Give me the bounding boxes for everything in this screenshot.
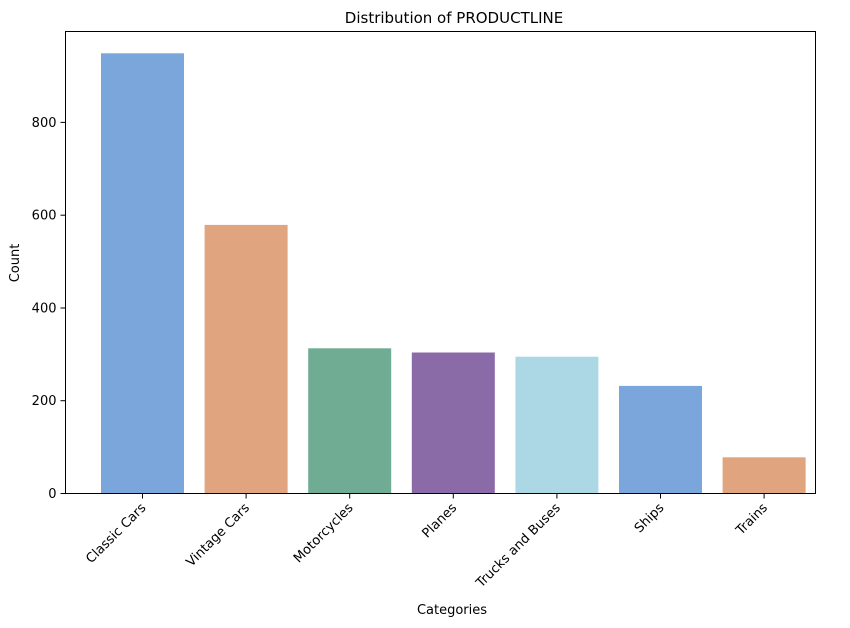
y-tick-label: 200 bbox=[32, 394, 57, 409]
x-axis-label: Categories bbox=[417, 603, 487, 618]
y-tick-label: 600 bbox=[32, 209, 57, 224]
y-tick-label: 400 bbox=[32, 302, 57, 317]
y-tick-label: 800 bbox=[32, 116, 57, 131]
bar-classic-cars bbox=[101, 53, 184, 494]
y-axis: 0 200 400 600 800 bbox=[32, 116, 66, 502]
plot-frame bbox=[65, 31, 816, 494]
bar-planes bbox=[411, 352, 495, 494]
bar-ships bbox=[619, 385, 702, 494]
bar-vintage-cars bbox=[204, 224, 288, 494]
chart-title: Distribution of PRODUCTLINE bbox=[345, 9, 563, 27]
y-tick-label: 0 bbox=[48, 487, 56, 502]
bars-group bbox=[101, 53, 806, 494]
bar-trucks-and-buses bbox=[515, 356, 599, 494]
y-axis-label: Count bbox=[8, 244, 23, 283]
bar-trains bbox=[722, 457, 806, 494]
bar-motorcycles bbox=[308, 348, 392, 494]
